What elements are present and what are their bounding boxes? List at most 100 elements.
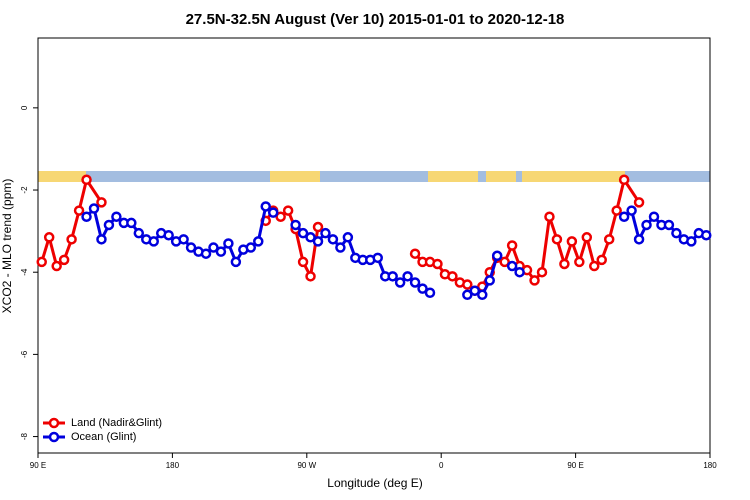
y-tick-label: -8 [20, 432, 29, 440]
point [417, 283, 428, 294]
point [36, 256, 47, 268]
point [260, 201, 271, 212]
land-band [38, 171, 86, 182]
point [491, 250, 503, 262]
point [335, 242, 346, 253]
point [432, 258, 443, 270]
point [394, 277, 406, 288]
point [686, 236, 697, 247]
point [529, 275, 540, 286]
point [66, 234, 77, 245]
point [462, 279, 473, 290]
point [671, 227, 682, 239]
point [581, 232, 593, 243]
point [253, 236, 264, 247]
point [626, 205, 637, 216]
point [559, 258, 570, 270]
point [312, 221, 324, 233]
point [566, 236, 578, 247]
point [81, 174, 92, 186]
x-tick-label: 180 [703, 461, 717, 470]
x-tick-label: 180 [166, 461, 180, 470]
point [506, 240, 518, 251]
land-band [428, 171, 478, 182]
point [536, 266, 548, 278]
point [290, 219, 301, 231]
point [596, 254, 607, 266]
legend-label: Ocean (Glint) [71, 431, 136, 443]
point [574, 256, 585, 268]
point [342, 232, 354, 243]
point [469, 285, 481, 296]
point [185, 242, 197, 253]
point [402, 271, 413, 282]
point [327, 234, 339, 245]
point [178, 234, 189, 245]
x-tick-label: 0 [439, 461, 444, 470]
point [611, 205, 622, 216]
point [305, 271, 316, 282]
point [103, 219, 115, 231]
y-axis-label: XCO2 - MLO trend (ppm) [0, 179, 14, 314]
point [133, 227, 145, 239]
point [701, 229, 712, 241]
map-strip [38, 171, 710, 182]
point [111, 211, 122, 222]
point [462, 289, 473, 301]
point [648, 211, 660, 222]
point [551, 234, 563, 245]
point [126, 217, 137, 229]
point [305, 232, 316, 243]
point [641, 219, 652, 231]
point [514, 266, 525, 278]
point [506, 260, 518, 272]
chart-title: 27.5N-32.5N August (Ver 10) 2015-01-01 t… [186, 11, 565, 28]
point [297, 256, 309, 268]
series-line [264, 208, 320, 282]
point [275, 211, 286, 222]
series-line [40, 176, 103, 269]
point [267, 207, 279, 218]
point [43, 232, 55, 243]
point [58, 254, 70, 266]
point [208, 242, 219, 253]
point [603, 234, 615, 245]
legend-marker [48, 417, 60, 429]
point [297, 227, 309, 239]
x-axis-label: Longitude (deg E) [327, 476, 422, 490]
point [81, 211, 92, 222]
point [148, 236, 159, 247]
point [88, 203, 100, 214]
x-tick-label: 90 W [297, 461, 316, 470]
point [215, 246, 227, 257]
point [320, 227, 331, 239]
point [245, 242, 257, 253]
point [663, 219, 675, 231]
y-tick-label: -6 [20, 350, 29, 358]
point [618, 174, 630, 186]
y-tick-label: -2 [20, 186, 29, 194]
land-band [486, 171, 516, 182]
point [447, 271, 458, 282]
point [544, 211, 555, 222]
point [96, 234, 107, 245]
point [424, 287, 436, 299]
x-tick-label: 90 E [567, 461, 583, 470]
point [230, 256, 242, 268]
plot-frame [37, 37, 711, 454]
point [372, 252, 383, 264]
point [618, 211, 630, 222]
point [484, 275, 495, 286]
x-tick-label: 90 E [30, 461, 46, 470]
legend-label: Land (Nadir&Glint) [71, 417, 162, 429]
point [409, 277, 421, 288]
point [51, 260, 62, 272]
y-tick-label: 0 [20, 105, 29, 110]
point [477, 289, 488, 301]
point [163, 229, 174, 241]
point [633, 234, 645, 245]
ocean-band [38, 171, 710, 182]
point [200, 248, 212, 259]
point [633, 197, 645, 208]
